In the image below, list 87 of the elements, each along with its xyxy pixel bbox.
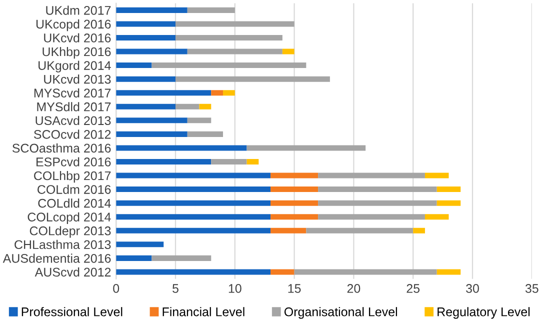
bar [187, 48, 282, 54]
x-tick-label: 0 [113, 284, 120, 293]
bar [211, 90, 224, 96]
bar [116, 21, 176, 27]
legend-label: Organisational Level [284, 307, 398, 319]
bar [270, 200, 318, 206]
y-tick-label: COLdepr 2013 [30, 226, 111, 238]
y-tick-label: UKhbp 2016 [42, 46, 111, 59]
bar [116, 48, 188, 54]
x-tick-label: 5 [172, 284, 178, 293]
y-tick-label: UKcvd 2016 [44, 33, 111, 42]
bar [116, 145, 247, 151]
bar [270, 172, 318, 178]
legend-label: Regulatory Level [438, 307, 530, 319]
legend-label: Financial Level [162, 307, 244, 316]
y-tick-label: CHLasthma 2013 [14, 240, 111, 250]
y-tick-label: UKdm 2017 [46, 6, 111, 15]
bar [246, 158, 259, 164]
bar [116, 186, 271, 192]
bar [116, 104, 176, 110]
bar [176, 76, 330, 82]
bar [436, 269, 461, 275]
y-tick-label: COLhbp 2017 [34, 170, 111, 183]
bar [270, 186, 318, 192]
bar [223, 90, 235, 96]
legend-label: Professional Level [22, 307, 122, 316]
bar [270, 214, 318, 220]
bar [282, 48, 294, 54]
bar [436, 200, 461, 206]
x-tick-label: 15 [288, 284, 301, 293]
bar [187, 131, 224, 137]
y-tick-label: AUSdementia 2016 [2, 254, 111, 263]
y-tick-label: MYSdld 2017 [37, 102, 111, 112]
x-tick-label: 10 [228, 284, 242, 293]
bar [176, 21, 294, 27]
bar [116, 118, 188, 124]
x-tick-label: 35 [525, 284, 538, 293]
bar [318, 200, 437, 206]
bar [270, 228, 306, 234]
bar [294, 269, 437, 275]
x-tick-label: 30 [466, 284, 479, 293]
y-tick-label: COLdld 2014 [38, 198, 111, 208]
bar [116, 90, 212, 96]
bar [116, 228, 271, 234]
bar [152, 62, 306, 68]
y-tick-label: SCOcvd 2012 [34, 130, 111, 139]
bar [187, 7, 235, 13]
x-tick-label: 20 [347, 284, 360, 293]
bar [187, 118, 212, 124]
bar [413, 228, 425, 234]
y-tick-label: COLcopd 2014 [28, 212, 111, 224]
x-tick-label: 25 [406, 284, 420, 293]
y-tick-label: AUScvd 2012 [34, 267, 111, 277]
bar [116, 34, 176, 40]
bar [424, 214, 449, 220]
y-tick-label: MYScvd 2017 [34, 88, 111, 98]
y-tick-label: SCOasthma 2016 [12, 143, 111, 153]
bar [116, 131, 188, 137]
bar [318, 172, 425, 178]
bar [116, 255, 152, 261]
bar [211, 158, 247, 164]
bar [306, 228, 414, 234]
bar [116, 62, 152, 68]
bar [116, 76, 176, 82]
bar [116, 214, 271, 220]
y-tick-label: USAcvd 2013 [36, 116, 111, 126]
y-tick-label: UKcopd 2016 [36, 19, 111, 32]
bar [116, 200, 271, 206]
bar [116, 7, 188, 13]
y-tick-label: COLdm 2016 [38, 184, 111, 194]
bar [176, 34, 282, 40]
bar [176, 104, 200, 110]
bar [318, 214, 425, 220]
y-tick-label: ESPcvd 2016 [36, 157, 111, 166]
bar [116, 172, 271, 178]
bar [116, 269, 271, 275]
bar [270, 269, 294, 275]
bar [199, 104, 212, 110]
bar [436, 186, 461, 192]
bar [116, 158, 212, 164]
bar [152, 255, 212, 261]
bar [318, 186, 437, 192]
y-tick-label: UKgord 2014 [38, 60, 111, 72]
y-tick-label: UKcvd 2013 [44, 74, 111, 84]
bar [424, 172, 449, 178]
bar [116, 242, 164, 248]
bar [246, 145, 366, 151]
